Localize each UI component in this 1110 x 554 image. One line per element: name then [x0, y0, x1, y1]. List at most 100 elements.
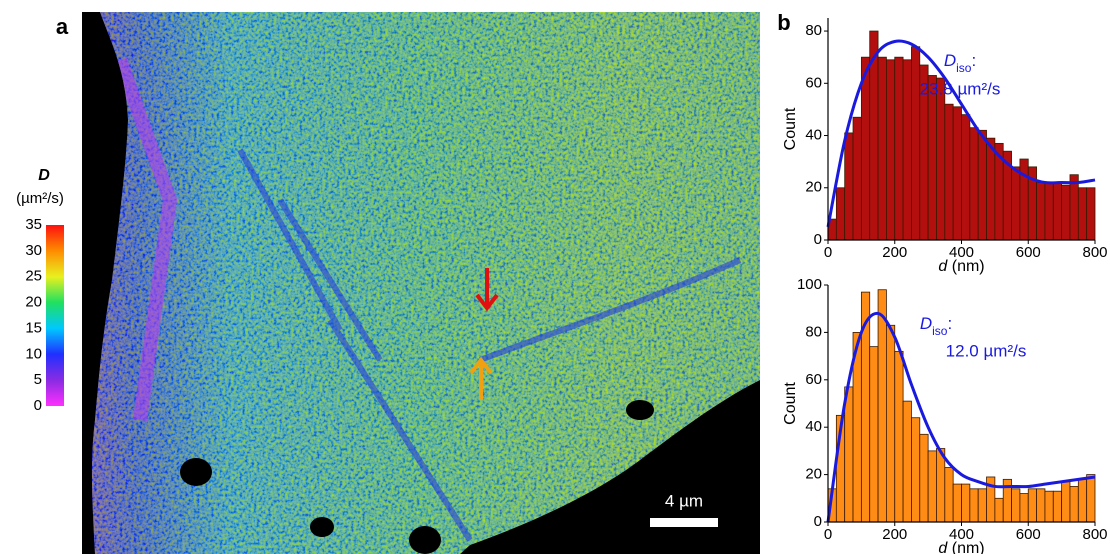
bar	[1086, 474, 1096, 523]
annotation-value: 12.0 µm²/s	[946, 341, 1027, 360]
bar	[1061, 184, 1071, 241]
bar	[1061, 481, 1071, 523]
x-tick-label: 200	[882, 526, 907, 543]
bar	[844, 386, 854, 523]
x-axis-label: d (nm)	[938, 540, 984, 554]
bar	[1052, 490, 1063, 523]
colorbar-title: D	[38, 167, 50, 184]
bar	[1077, 478, 1088, 523]
annotation-symbol: D	[920, 314, 932, 333]
y-tick-label: 20	[805, 179, 822, 196]
colorbar-tick-label: 35	[25, 216, 42, 233]
bar	[1044, 490, 1054, 523]
bar	[927, 75, 937, 241]
bar	[1011, 166, 1021, 241]
bar	[944, 467, 954, 523]
annotation-suffix: :	[971, 51, 976, 70]
x-tick-label: 800	[1082, 526, 1107, 543]
x-axis-label: d (nm)	[938, 258, 984, 275]
y-axis-label: Count	[782, 382, 799, 425]
annotation-suffix: :	[947, 314, 952, 333]
x-tick-label: 600	[1016, 244, 1041, 261]
bar	[860, 56, 871, 241]
bar	[1052, 182, 1063, 241]
y-tick-label: 60	[805, 371, 822, 388]
bar	[1069, 174, 1079, 241]
x-axis-unit: (nm)	[952, 540, 985, 554]
x-tick-label: 600	[1016, 526, 1041, 543]
y-tick-label: 40	[805, 418, 822, 435]
colorbar	[46, 225, 64, 406]
bar	[927, 450, 937, 523]
bar	[844, 132, 854, 241]
bar	[835, 187, 846, 241]
x-axis-unit: (nm)	[952, 258, 985, 275]
bar	[1019, 158, 1029, 241]
annotation-subscript: iso	[932, 324, 948, 338]
x-tick-label: 0	[824, 526, 832, 543]
y-tick-label: 0	[814, 231, 822, 248]
colorbar-tick-label: 20	[25, 294, 42, 311]
y-tick-label: 20	[805, 466, 822, 483]
bar	[877, 289, 887, 523]
fit-curve	[826, 39, 1096, 228]
x-tick-label: 0	[824, 244, 832, 261]
y-tick-label: 0	[814, 513, 822, 530]
bar	[877, 56, 887, 241]
bar	[977, 129, 987, 241]
panel-label: a	[56, 14, 69, 39]
bar	[886, 324, 896, 523]
bar	[952, 483, 962, 523]
annotation-value: 23.8 µm²/s	[920, 79, 1001, 98]
x-axis-symbol: d	[938, 540, 948, 554]
colorbar-tick-label: 0	[34, 397, 42, 414]
bar	[902, 400, 912, 523]
bar	[1086, 187, 1096, 241]
y-tick-label: 40	[805, 126, 822, 143]
bar	[894, 56, 904, 241]
x-axis-symbol: d	[938, 258, 948, 275]
annotation-symbol: D	[944, 51, 956, 70]
panel-label: b	[777, 10, 790, 35]
bar	[902, 59, 912, 241]
y-tick-label: 100	[797, 276, 822, 293]
bar	[894, 350, 904, 523]
y-tick-label: 80	[805, 323, 822, 340]
bar	[1077, 187, 1088, 241]
colorbar-unit: (µm²/s)	[16, 190, 64, 207]
bar	[986, 137, 996, 241]
bar	[1044, 182, 1054, 241]
bar	[1069, 486, 1079, 523]
bar	[852, 116, 862, 241]
bar	[1036, 182, 1046, 241]
x-tick-label: 200	[882, 244, 907, 261]
y-tick-label: 60	[805, 74, 822, 91]
bar	[911, 46, 921, 241]
bar	[869, 346, 879, 523]
annotation-subscript: iso	[956, 61, 972, 75]
bar	[952, 106, 962, 241]
bar	[1019, 493, 1029, 523]
fit-curve	[826, 311, 1096, 523]
annotation-label: Diso:	[920, 314, 952, 338]
bar	[961, 114, 971, 241]
bar	[969, 488, 979, 523]
x-tick-label: 400	[949, 526, 974, 543]
bar	[1011, 488, 1021, 523]
bar	[994, 497, 1004, 523]
bar	[944, 103, 954, 241]
x-tick-label: 400	[949, 244, 974, 261]
bar	[1036, 488, 1046, 523]
bar	[936, 77, 946, 241]
y-axis-label: Count	[782, 107, 799, 150]
bar	[886, 59, 896, 241]
bar	[1027, 488, 1037, 523]
x-tick-label: 800	[1082, 244, 1107, 261]
colorbar-tick-label: 25	[25, 268, 42, 285]
bar	[911, 417, 921, 523]
bar	[977, 488, 987, 523]
scale-bar-label: 4 µm	[665, 491, 703, 510]
microscopy-image	[82, 12, 760, 554]
colorbar-tick-label: 15	[25, 319, 42, 336]
